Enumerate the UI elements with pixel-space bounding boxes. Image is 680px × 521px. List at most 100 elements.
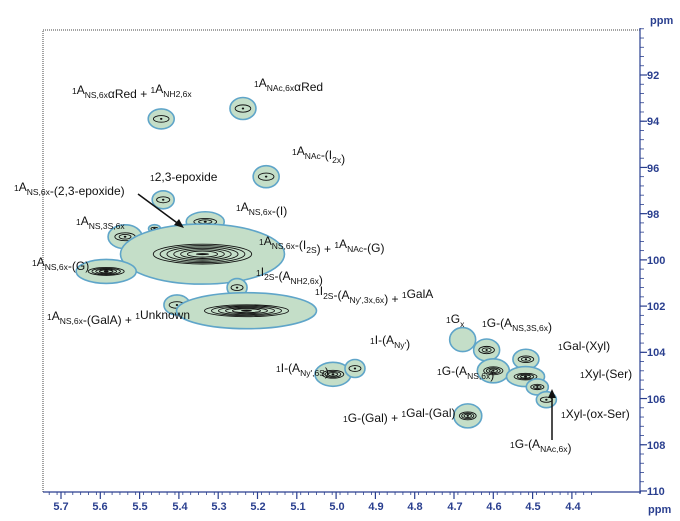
peak-contour — [520, 374, 532, 379]
peak-contour — [458, 411, 477, 421]
peak-contour — [533, 384, 542, 389]
peak-marker — [476, 358, 511, 384]
peak-contour — [218, 306, 275, 316]
peak-contour — [159, 245, 246, 264]
peak-core — [123, 235, 127, 238]
annotation-label: 1I2S-(ANH2,6x) — [256, 265, 323, 287]
peak-marker — [147, 108, 176, 130]
peak-marker — [472, 338, 501, 362]
peak-contour — [232, 308, 261, 314]
x-axis-unit-label: ppm — [648, 504, 671, 516]
annotation-label: 1ANS,6x-(G) — [32, 255, 89, 273]
annotation-label: 1Xyl-(ox-Ser) — [561, 407, 630, 421]
peak-core — [161, 198, 165, 201]
x-tick-label: 4.5 — [525, 501, 540, 513]
peak-contour — [234, 104, 252, 113]
x-tick-label: 5.7 — [53, 501, 68, 513]
peak-marker — [175, 291, 318, 330]
peak-core — [241, 107, 245, 110]
peak-marker — [448, 326, 477, 353]
peak-marker — [229, 96, 257, 121]
peak-core — [466, 414, 469, 417]
peak-contour — [230, 284, 244, 292]
peak-core — [235, 286, 239, 289]
annotation-label: 1G-(Gal) + 1Gal-(Gal) — [343, 406, 455, 425]
y-axis-unit-label: ppm — [650, 15, 673, 27]
arrows — [137, 193, 556, 440]
annotation-label: 1Xyl-(Ser) — [580, 367, 632, 381]
annotation-label: 1ANS,6x-(2,3-epoxide) — [14, 180, 125, 198]
peak-contour — [513, 372, 538, 381]
x-tick-label: 5.2 — [250, 501, 265, 513]
peak-contour — [152, 243, 253, 265]
annotation-label: 1ANS,6x-(GalA) + 1Unknown — [47, 308, 190, 327]
peak-contour — [118, 234, 132, 240]
y-tick-labels: 92 94 96 98 100 102 104 106 108 110 — [647, 70, 666, 498]
peak-contour — [87, 267, 125, 276]
peak-core — [524, 358, 528, 361]
y-tick-label: 96 — [647, 163, 659, 175]
peak-contour — [463, 413, 472, 419]
peak-core — [175, 303, 179, 306]
x-tick-label: 5.0 — [329, 501, 344, 513]
x-tick-label: 4.7 — [447, 501, 462, 513]
peak-contour — [324, 370, 342, 378]
annotation-label: 1ANS,6x-(I2S) + 1ANAc-(G) — [259, 234, 384, 256]
peak-marker — [452, 403, 483, 429]
annotation-label: 1Gal-(Xyl) — [558, 339, 610, 353]
y-tick-label: 104 — [647, 347, 666, 359]
peak-marker — [344, 358, 366, 379]
peak-core — [545, 398, 548, 401]
peaks — [75, 96, 558, 429]
peak-contour — [488, 368, 499, 374]
peak-contour — [156, 196, 171, 204]
peak-core — [353, 367, 357, 370]
x-tick-label: 5.3 — [211, 501, 226, 513]
peak-contour — [152, 115, 170, 123]
anac-arrowhead — [548, 389, 556, 398]
peak-core — [240, 309, 253, 312]
annotation-label: 1ANAc-(I2x) — [292, 144, 345, 166]
peak-contour — [211, 305, 282, 317]
peak-contour — [91, 267, 121, 276]
x-tick-label: 5.6 — [92, 501, 107, 513]
peak-contour — [95, 268, 118, 275]
x-tick-label: 5.1 — [290, 501, 305, 513]
peak-core — [264, 175, 268, 178]
epoxide-arrowhead — [174, 219, 184, 228]
peak-contour — [321, 369, 345, 379]
peak-contour — [485, 367, 501, 375]
y-tick-label: 108 — [647, 440, 665, 452]
peak-core — [160, 117, 163, 120]
peak-contour — [166, 246, 239, 262]
annotation-label: 1Gx — [446, 312, 465, 329]
peak-contour — [225, 307, 268, 315]
peak-marker — [252, 164, 280, 189]
peak-contour — [98, 269, 114, 274]
annotation-label: 1I-(ANy') — [370, 333, 410, 351]
x-tick-label: 5.4 — [172, 501, 188, 513]
peak-core — [203, 220, 207, 223]
x-tick-label: 4.6 — [486, 501, 501, 513]
peak-core — [524, 375, 528, 378]
peak-contour — [461, 412, 475, 420]
peak-contour — [327, 372, 339, 377]
x-tick-label: 5.5 — [132, 501, 147, 513]
peak-contour — [180, 249, 225, 259]
peak-marker — [75, 258, 137, 285]
peak-marker — [119, 223, 286, 285]
annotation-label: 1G-(ANS,3S,6x) — [482, 316, 552, 334]
annotation-label: 1I-(ANy',6S) — [276, 361, 329, 379]
annotation-label: 1G-(ANS,6x) — [437, 364, 494, 382]
x-tick-label: 4.8 — [407, 501, 422, 513]
y-tick-label: 98 — [647, 209, 659, 221]
epoxide-arrow — [137, 193, 181, 226]
y-tick-label: 100 — [647, 255, 665, 267]
peak-marker — [151, 189, 175, 210]
peak-contour — [520, 356, 531, 362]
peak-contour — [530, 383, 545, 391]
x-tick-label: 4.4 — [565, 501, 581, 513]
peak-core — [536, 385, 539, 388]
peak-marker — [512, 348, 540, 371]
peak-contour — [481, 347, 492, 353]
